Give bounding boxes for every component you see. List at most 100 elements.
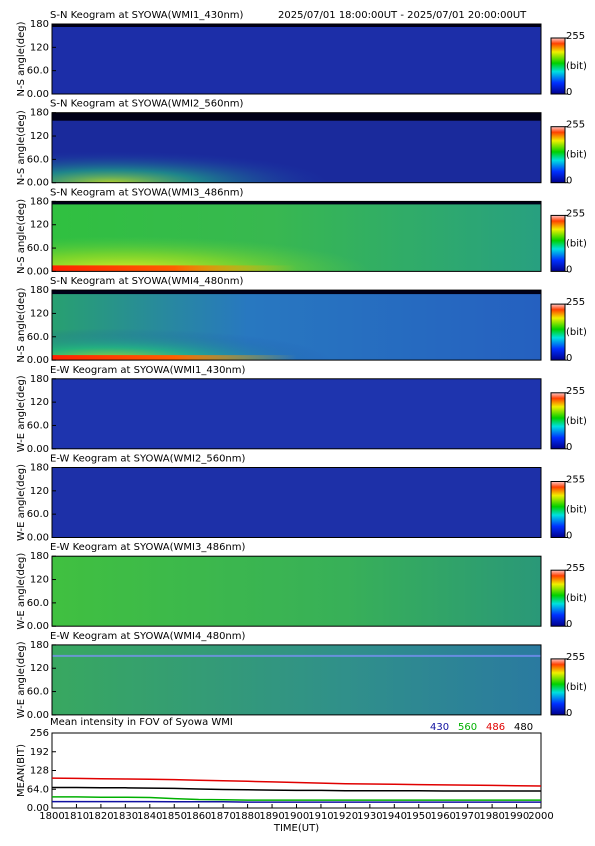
x-tick-label: 1970 [455, 811, 480, 822]
colorbar-tick-label: 0 [566, 264, 572, 275]
x-tick-label: 1910 [308, 811, 333, 822]
y-axis-label: W-E angle(deg) [16, 641, 27, 718]
plot-frame [51, 378, 542, 450]
y-tick-label: 60.0 [27, 243, 49, 254]
colorbar-label: (bit) [566, 150, 587, 161]
colorbar-tick-label: 255 [566, 563, 585, 574]
keogram-image [52, 290, 541, 361]
y-axis-label: N-S angle(deg) [16, 287, 27, 362]
y-tick-label: 120 [30, 131, 49, 142]
keogram-image [52, 112, 541, 183]
y-tick-label: 180 [30, 196, 49, 207]
x-tick-label: 1870 [210, 811, 235, 822]
colorbar [550, 569, 566, 627]
y-tick-label: 180 [30, 640, 49, 651]
y-tick-label: 60.0 [27, 66, 49, 77]
series-line [52, 796, 541, 801]
y-tick-label: 60.0 [27, 509, 49, 520]
y-tick-label: 0.00 [27, 621, 49, 632]
colorbar-tick-label: 0 [566, 619, 572, 630]
y-tick-label: 0.00 [27, 178, 49, 189]
colorbar-tick-label: 255 [566, 386, 585, 397]
y-tick-label: 180 [30, 374, 49, 385]
keogram-image [52, 556, 541, 627]
series-line [51, 777, 542, 787]
y-tick-label: 0.00 [27, 803, 49, 814]
legend-entry: 430 [430, 722, 449, 733]
y-tick-label: 0.00 [27, 89, 49, 100]
colorbar [550, 303, 566, 361]
keogram-image [52, 265, 541, 272]
colorbar-label: (bit) [566, 61, 587, 72]
y-tick-label: 120 [30, 220, 49, 231]
x-tick-label: 1800 [39, 811, 64, 822]
plot-frame [51, 555, 542, 627]
panel-title: S-N Keogram at SYOWA(WMI4_480nm) [50, 276, 244, 287]
colorbar-label: (bit) [566, 505, 587, 516]
y-axis-label: W-E angle(deg) [16, 375, 27, 452]
keogram-image [52, 467, 541, 538]
colorbar-tick-label: 0 [566, 708, 572, 719]
x-tick-label: 1840 [137, 811, 162, 822]
y-axis-label: N-S angle(deg) [16, 110, 27, 185]
y-axis-label: N-S angle(deg) [16, 21, 27, 96]
panel-title: E-W Keogram at SYOWA(WMI1_430nm) [50, 365, 246, 376]
keogram-image [52, 355, 541, 361]
x-tick-label: 1980 [479, 811, 504, 822]
y-tick-label: 120 [30, 663, 49, 674]
x-tick-label: 1860 [186, 811, 211, 822]
y-tick-label: 0.00 [27, 533, 49, 544]
y-tick-label: 64.0 [27, 784, 49, 795]
y-tick-label: 0.00 [27, 355, 49, 366]
colorbar-tick-label: 255 [566, 475, 585, 486]
x-tick-label: 1950 [406, 811, 431, 822]
x-tick-label: 1880 [235, 811, 260, 822]
colorbar-label: (bit) [566, 682, 587, 693]
plot-frame [51, 644, 542, 716]
y-tick-label: 180 [30, 463, 49, 474]
colorbar-tick-label: 255 [566, 120, 585, 131]
y-tick-label: 60.0 [27, 154, 49, 165]
x-tick-label: 1990 [504, 811, 529, 822]
colorbar-label: (bit) [566, 327, 587, 338]
series-line [52, 786, 541, 792]
y-tick-label: 60.0 [27, 598, 49, 609]
colorbar [550, 214, 566, 272]
y-tick-label: 120 [30, 42, 49, 53]
colorbar-tick-label: 255 [566, 31, 585, 42]
colorbar [550, 481, 566, 538]
colorbar-tick-label: 255 [566, 208, 585, 219]
x-tick-label: 1820 [88, 811, 113, 822]
y-axis-label: N-S angle(deg) [16, 199, 27, 274]
time-range: 2025/07/01 18:00:00UT - 2025/07/01 20:00… [278, 10, 527, 21]
colorbar-label: (bit) [566, 593, 587, 604]
panel-title: E-W Keogram at SYOWA(WMI4_480nm) [50, 631, 246, 642]
colorbar-tick-label: 0 [566, 442, 572, 453]
x-tick-label: 1960 [430, 811, 455, 822]
colorbar [550, 392, 566, 450]
colorbar-tick-label: 0 [566, 176, 572, 187]
x-tick-label: 1900 [284, 811, 309, 822]
y-tick-label: 180 [30, 285, 49, 296]
colorbar-tick-label: 255 [566, 297, 585, 308]
x-tick-label: 1830 [113, 811, 138, 822]
keogram-image [52, 24, 541, 27]
keogram-image [52, 654, 541, 657]
y-tick-label: 192 [30, 747, 49, 758]
y-tick-label: 256 [30, 728, 49, 739]
colorbar-tick-label: 0 [566, 353, 572, 364]
plot-frame [51, 23, 542, 95]
keogram-image [52, 378, 541, 449]
x-tick-label: 1920 [333, 811, 358, 822]
colorbar-tick-label: 0 [566, 531, 572, 542]
y-tick-label: 60.0 [27, 687, 49, 698]
panel-title: S-N Keogram at SYOWA(WMI1_430nm) [50, 10, 244, 21]
colorbar-label: (bit) [566, 238, 587, 249]
panel-title: E-W Keogram at SYOWA(WMI3_486nm) [50, 542, 246, 553]
colorbar [550, 658, 566, 716]
y-tick-label: 60.0 [27, 420, 49, 431]
colorbar-tick-label: 0 [566, 87, 572, 98]
y-axis-label: MEAN(BIT) [16, 744, 27, 797]
panel-title: S-N Keogram at SYOWA(WMI2_560nm) [50, 99, 244, 110]
y-tick-label: 0.00 [27, 710, 49, 721]
